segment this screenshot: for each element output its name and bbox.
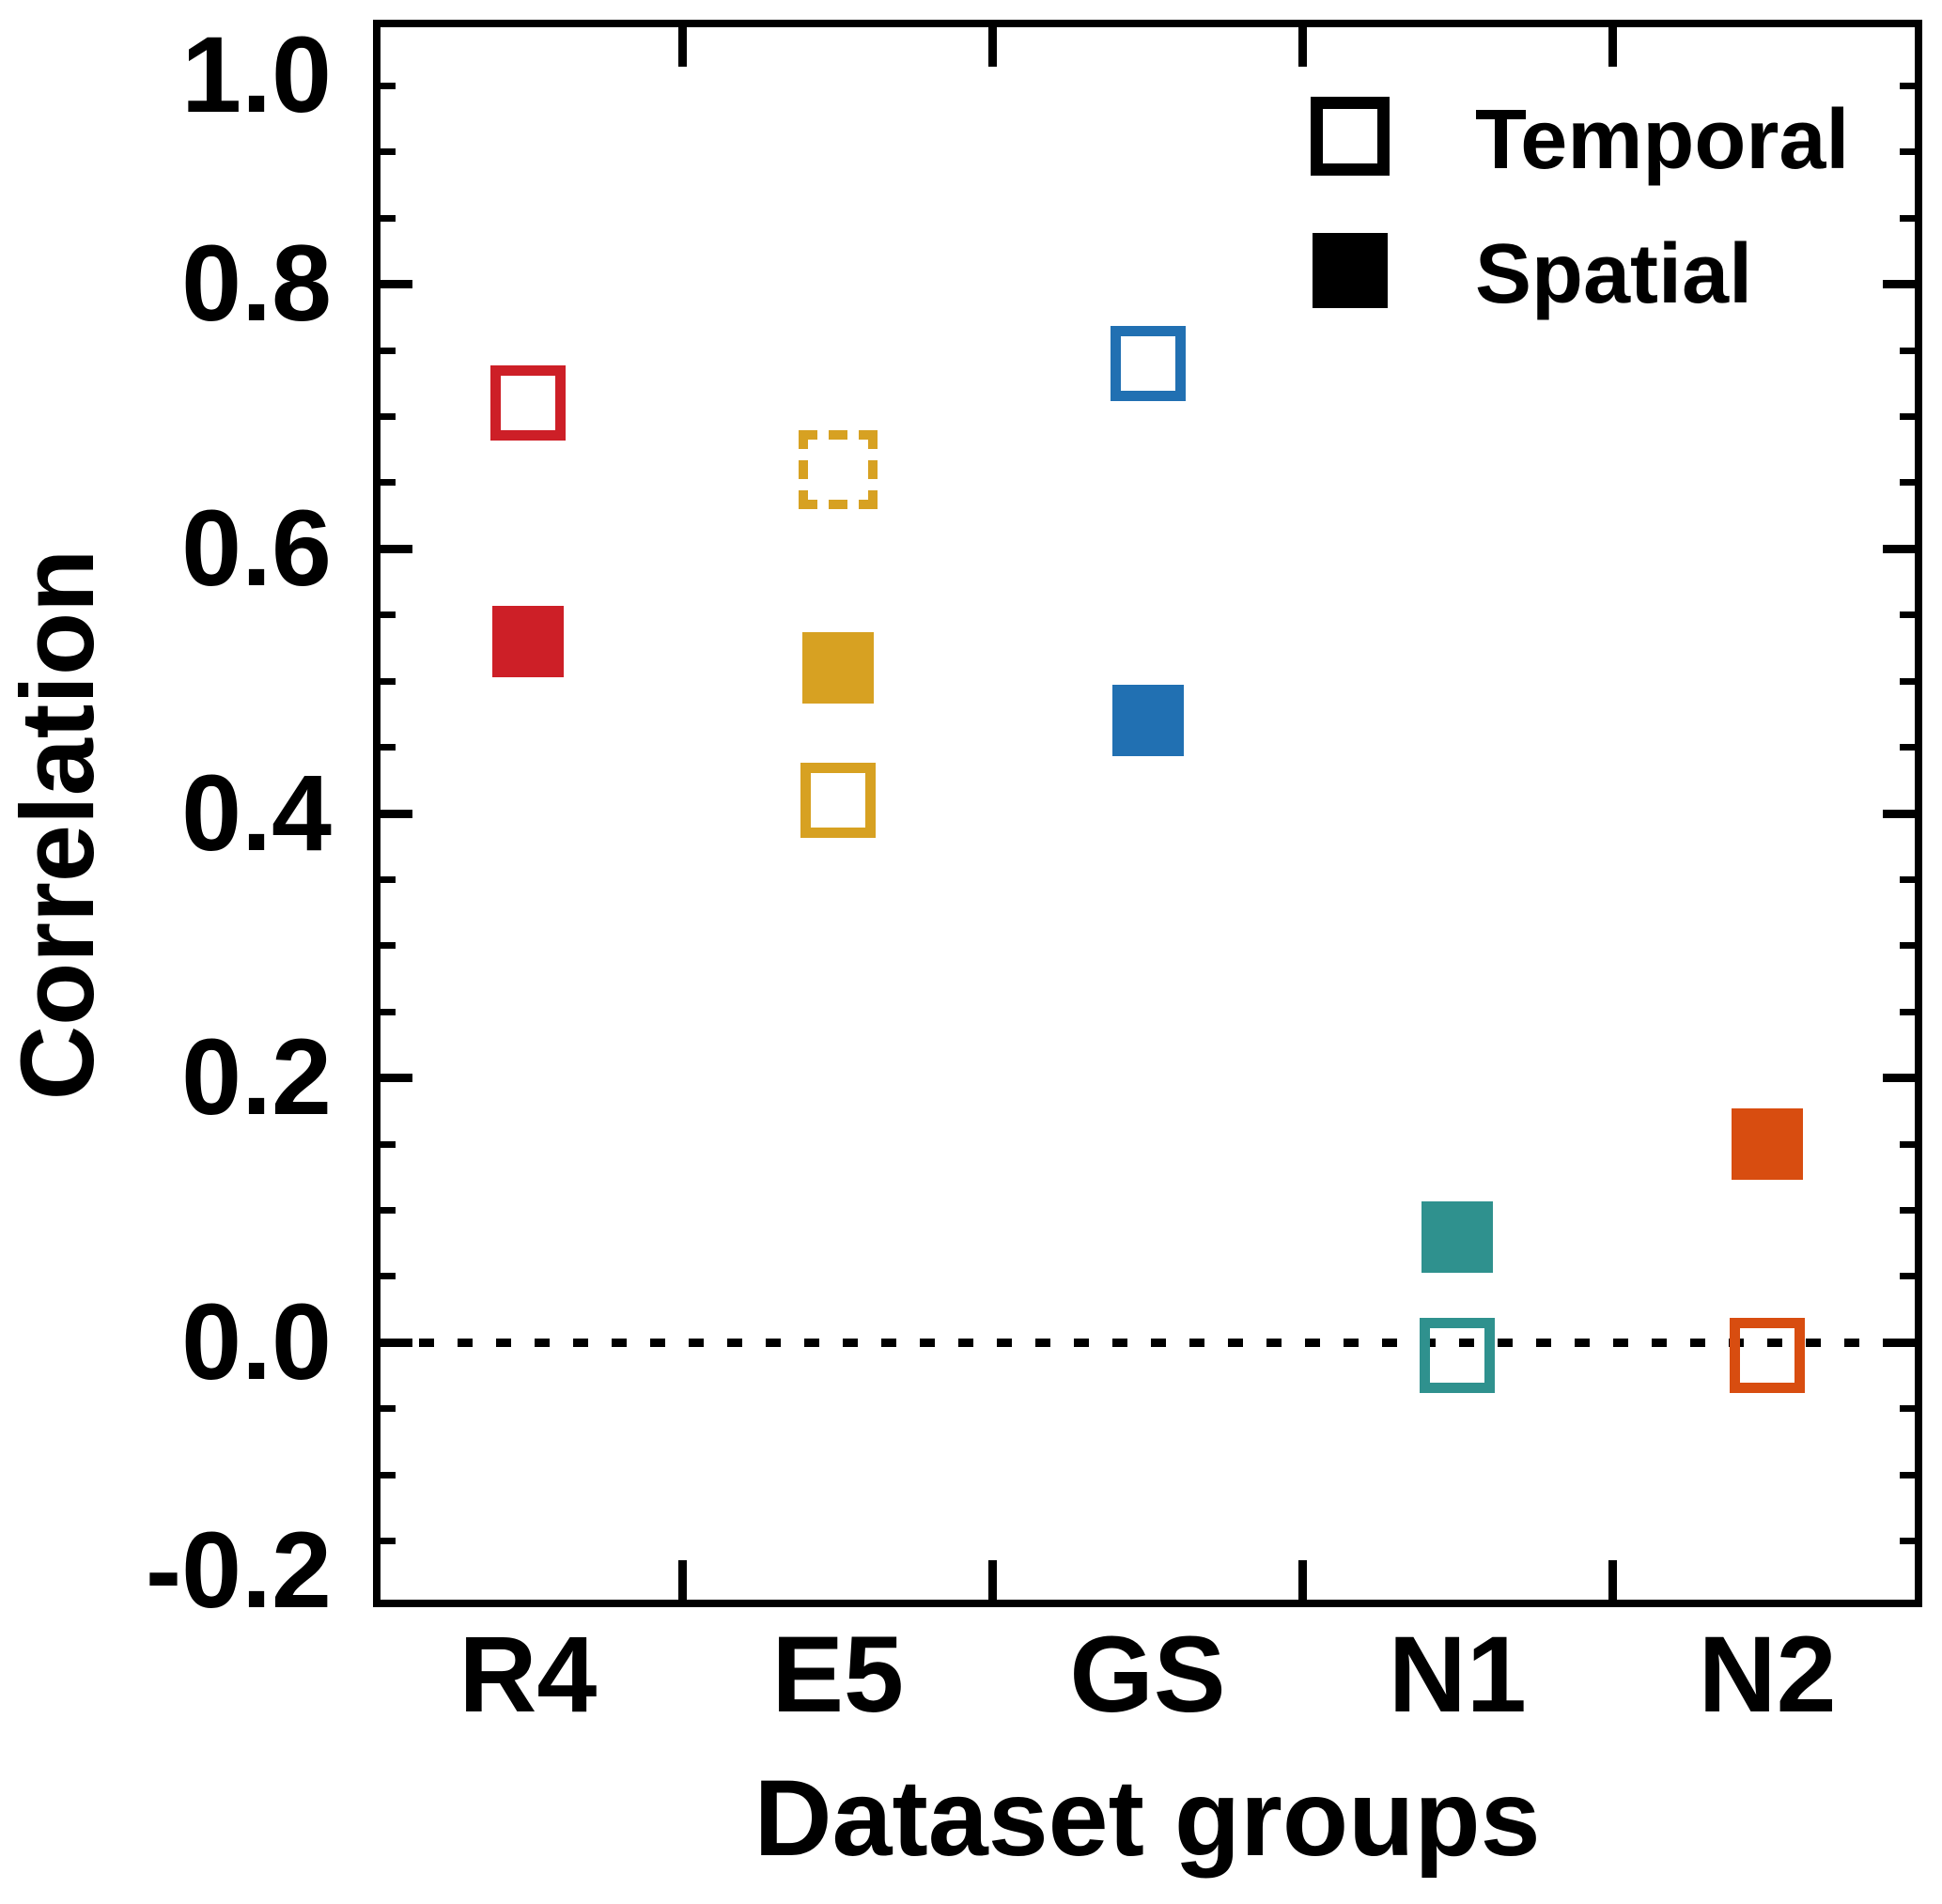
y-minor-tick	[381, 347, 396, 354]
x-category-label-r4: R4	[458, 1615, 598, 1735]
y-minor-tick	[1900, 1207, 1915, 1214]
y-minor-tick	[1900, 744, 1915, 751]
legend-filled-square-icon	[1313, 233, 1388, 308]
x-divider-tick	[678, 27, 688, 67]
y-minor-tick	[1900, 214, 1915, 222]
y-major-tick	[381, 809, 412, 818]
y-major-tick	[1883, 1338, 1915, 1347]
y-minor-tick	[381, 1471, 396, 1478]
x-category-label-n2: N2	[1698, 1615, 1837, 1735]
y-minor-tick	[1900, 1471, 1915, 1478]
y-minor-tick	[1900, 611, 1915, 619]
marker-spatial-r4	[491, 605, 564, 677]
y-minor-tick	[381, 942, 396, 950]
y-axis-title: Correlation	[0, 549, 116, 1101]
marker-temporal-n1	[1420, 1318, 1496, 1394]
y-minor-tick	[381, 677, 396, 685]
y-minor-tick	[381, 1140, 396, 1148]
marker-temporal-gs	[1110, 326, 1186, 402]
y-minor-tick	[381, 1273, 396, 1280]
y-minor-tick	[1900, 1405, 1915, 1413]
y-minor-tick	[381, 875, 396, 883]
y-minor-tick	[381, 479, 396, 487]
x-axis-title: Dataset groups	[753, 1758, 1541, 1879]
y-tick-label: 0.8	[181, 224, 332, 345]
y-minor-tick	[381, 148, 396, 156]
y-major-tick	[381, 544, 412, 553]
y-major-tick	[1883, 809, 1915, 818]
y-major-tick	[1883, 544, 1915, 553]
marker-temporal-e5	[800, 762, 876, 838]
y-major-tick	[381, 1338, 412, 1347]
x-divider-tick	[988, 27, 998, 67]
y-minor-tick	[381, 214, 396, 222]
y-minor-tick	[1900, 82, 1915, 89]
y-tick-label: 0.4	[181, 752, 332, 874]
marker-spatial-n1	[1422, 1200, 1494, 1273]
y-minor-tick	[1900, 942, 1915, 950]
y-minor-tick	[1900, 1140, 1915, 1148]
y-tick-label: 0.6	[181, 488, 332, 609]
y-minor-tick	[1900, 148, 1915, 156]
y-minor-tick	[381, 1008, 396, 1015]
x-category-label-n1: N1	[1388, 1615, 1527, 1735]
y-minor-tick	[381, 1405, 396, 1413]
y-minor-tick	[381, 82, 396, 89]
y-minor-tick	[1900, 1538, 1915, 1545]
plot-frame	[373, 20, 1922, 1607]
legend-label-temporal: Temporal	[1475, 93, 1850, 187]
y-tick-label: 0.0	[181, 1281, 332, 1402]
y-major-tick	[1883, 280, 1915, 289]
y-tick-label: 0.2	[181, 1017, 332, 1138]
legend-open-square-icon	[1311, 97, 1390, 176]
y-minor-tick	[1900, 677, 1915, 685]
y-minor-tick	[381, 611, 396, 619]
y-minor-tick	[381, 1538, 396, 1545]
y-tick-label: -0.2	[145, 1509, 332, 1631]
y-minor-tick	[1900, 347, 1915, 354]
marker-spatial-n2	[1732, 1108, 1804, 1181]
y-major-tick	[381, 1074, 412, 1083]
legend-label-spatial: Spatial	[1475, 227, 1753, 321]
y-minor-tick	[381, 744, 396, 751]
x-category-label-e5: E5	[771, 1615, 905, 1735]
x-divider-tick	[1608, 27, 1617, 67]
y-major-tick	[1883, 1074, 1915, 1083]
y-minor-tick	[1900, 479, 1915, 487]
y-minor-tick	[1900, 875, 1915, 883]
x-divider-tick	[1297, 1560, 1307, 1600]
y-minor-tick	[1900, 1008, 1915, 1015]
y-minor-tick	[1900, 413, 1915, 420]
marker-spatial-gs	[1111, 685, 1184, 757]
y-tick-label: 1.0	[181, 14, 332, 135]
marker-temporal-n2	[1730, 1318, 1806, 1394]
y-major-tick	[381, 280, 412, 289]
x-divider-tick	[988, 1560, 998, 1600]
y-minor-tick	[381, 1207, 396, 1214]
y-minor-tick	[1900, 1273, 1915, 1280]
marker-spatial-e5	[801, 632, 874, 704]
marker-temporal-dashed-e5	[798, 429, 878, 509]
x-category-label-gs: GS	[1069, 1615, 1226, 1735]
marker-temporal-r4	[489, 365, 566, 441]
x-divider-tick	[678, 1560, 688, 1600]
x-divider-tick	[1608, 1560, 1617, 1600]
zero-line	[381, 1338, 1915, 1347]
x-divider-tick	[1297, 27, 1307, 67]
y-minor-tick	[381, 413, 396, 420]
